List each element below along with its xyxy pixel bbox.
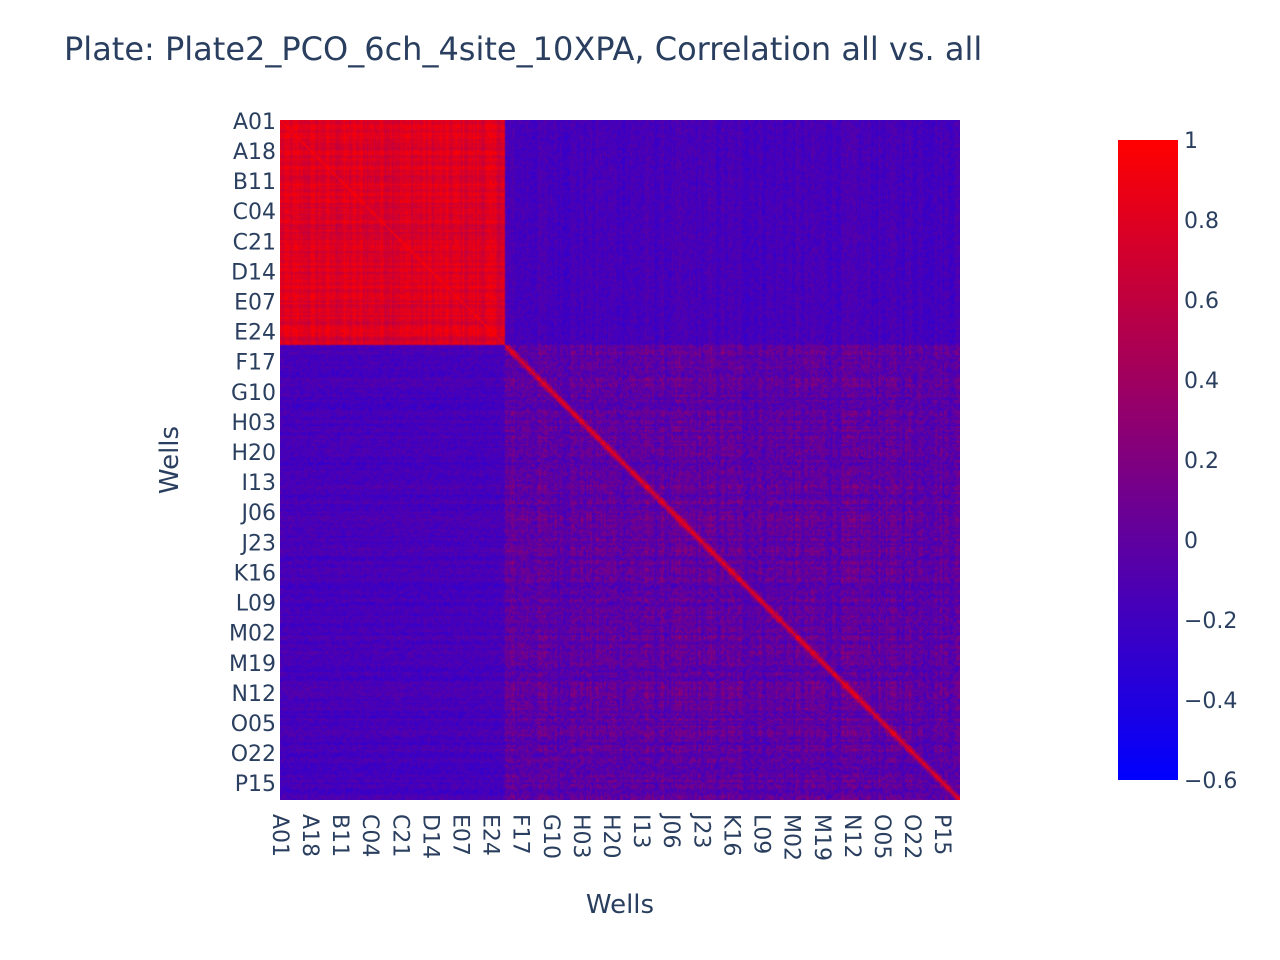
colorbar-tick-label: 0.6 [1184,289,1219,314]
colorbar-tick-label: 0.8 [1184,209,1219,234]
x-tick-label: H03 [568,814,593,859]
x-tick-label: N12 [839,814,864,858]
x-tick-label: O22 [899,814,924,859]
x-tick-label: A01 [267,814,292,857]
x-tick-label: E24 [478,814,503,856]
y-tick-label: F17 [235,351,276,376]
y-tick-label: E24 [234,321,276,346]
y-tick-label: J23 [240,531,276,556]
x-tick-label: J23 [688,812,713,848]
x-tick-label: C21 [387,814,412,857]
x-tick-label: P15 [929,814,954,855]
colorbar-tick-label: 0.4 [1184,369,1219,394]
colorbar-tick-label: −0.4 [1184,689,1237,714]
y-tick-label: H03 [231,411,276,436]
y-tick-label: E07 [234,291,276,316]
y-tick-label: J06 [240,501,276,526]
x-tick-label: A18 [297,814,322,857]
y-tick-label: P15 [235,772,276,797]
y-tick-label: D14 [231,260,276,285]
x-tick-label: G10 [538,814,563,859]
colorbar-tick-label: 0.2 [1184,449,1219,474]
y-tick-label: N12 [232,682,276,707]
colorbar-tick-label: −0.2 [1184,609,1237,634]
heatmap-area[interactable] [280,120,960,800]
y-axis-title: Wells [155,426,185,494]
y-tick-label: O22 [231,742,276,767]
x-tick-label: L09 [749,814,774,854]
colorbar [1118,140,1178,780]
y-tick-label: M02 [229,622,276,647]
y-tick-label: K16 [234,561,276,586]
x-tick-label: M19 [809,814,834,861]
x-tick-label: J06 [658,812,683,848]
x-axis-ticks: A01 A18 B11 C04 C21 D14 E07 E24 F17 G10 H03 H20 I13 J… [267,812,954,861]
x-tick-label: O05 [869,814,894,859]
y-tick-label: H20 [231,441,276,466]
x-tick-label: M02 [779,814,804,861]
y-tick-label: C21 [233,230,276,255]
heatmap-cells [280,120,960,800]
colorbar-tick-label: 1 [1184,129,1198,154]
y-tick-label: G10 [231,381,276,406]
colorbar-tick-label: 0 [1184,529,1198,554]
x-tick-label: I13 [628,814,653,848]
x-tick-label: F17 [508,814,533,855]
colorbar-tick-label: −0.6 [1184,769,1237,794]
x-tick-label: D14 [417,814,442,859]
x-tick-label: B11 [327,814,352,857]
y-tick-label: L09 [236,592,276,617]
x-tick-label: E07 [448,814,473,856]
y-tick-label: O05 [231,712,276,737]
x-tick-label: H20 [598,814,623,859]
x-axis-title: Wells [586,890,654,920]
colorbar-ticks: 1 0.8 0.6 0.4 0.2 0 −0.2 −0.4 −0.6 [1184,129,1237,794]
y-tick-label: B11 [233,170,276,195]
chart-title: Plate: Plate2_PCO_6ch_4site_10XPA, Corre… [64,30,982,68]
x-tick-label: C04 [357,814,382,857]
y-tick-label: A18 [233,140,276,165]
y-axis-ticks: A01 A18 B11 C04 C21 D14 E07 E24 F17 G10 H03 H20 I13 J… [229,110,276,797]
y-tick-label: M19 [229,652,276,677]
y-tick-label: I13 [242,471,276,496]
y-tick-label: C04 [233,200,276,225]
x-tick-label: K16 [718,814,743,856]
y-tick-label: A01 [233,110,276,135]
